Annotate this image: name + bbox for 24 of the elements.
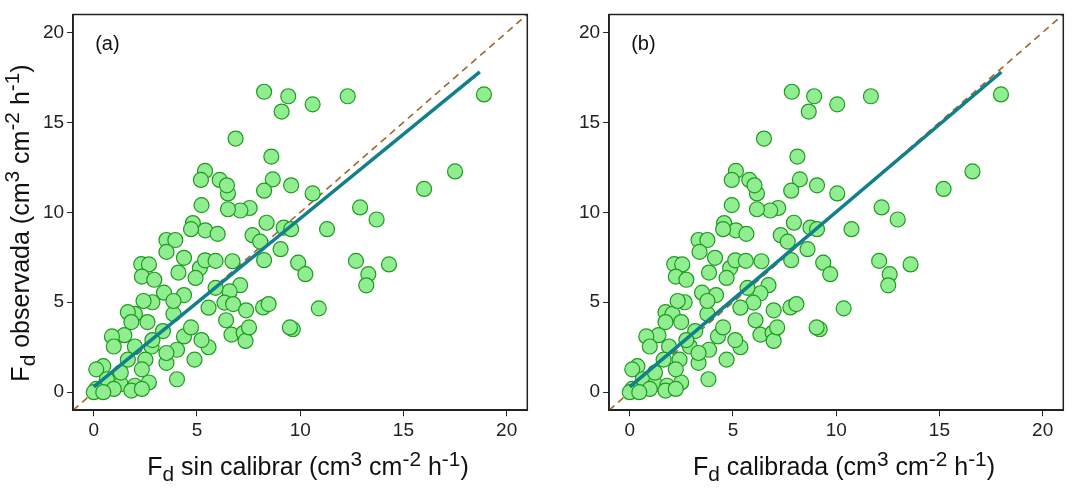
y-tick-label: 20 bbox=[578, 20, 601, 42]
x-tick-label: 15 bbox=[928, 418, 951, 440]
x-tick-label: 0 bbox=[624, 418, 636, 440]
y-tick-label: 10 bbox=[578, 200, 601, 222]
y-tick-label: 0 bbox=[589, 380, 601, 402]
x-tick-label: 5 bbox=[727, 418, 739, 440]
x-tick-label: 20 bbox=[496, 418, 518, 440]
x-tick-label: 10 bbox=[825, 418, 847, 440]
text: F$_{d}$ calibrada (cm$^{3}$ cm$^{-2}$ h$^{-1}$) bbox=[693, 447, 995, 486]
y-tick-label: 15 bbox=[578, 110, 601, 132]
annotation: (a) bbox=[95, 31, 120, 54]
y-tick-label: 0 bbox=[53, 380, 65, 402]
y-tick-label: 20 bbox=[42, 20, 65, 42]
x-tick-label: 5 bbox=[191, 418, 203, 440]
y-tick-label: 5 bbox=[589, 290, 601, 312]
y-tick-label: 5 bbox=[53, 290, 65, 312]
x-tick-label: 10 bbox=[289, 418, 311, 440]
x-tick-label: 0 bbox=[88, 418, 100, 440]
x-tick-label: 15 bbox=[392, 418, 415, 440]
y-tick-label: 15 bbox=[42, 110, 65, 132]
x-tick-label: 20 bbox=[1032, 418, 1054, 440]
text: F$_{d}$ sin calibrar (cm$^{3}$ cm$^{-2}$ h$^{-1}$) bbox=[147, 447, 469, 486]
y-tick-label: 10 bbox=[42, 200, 65, 222]
annotation: (b) bbox=[631, 31, 656, 54]
